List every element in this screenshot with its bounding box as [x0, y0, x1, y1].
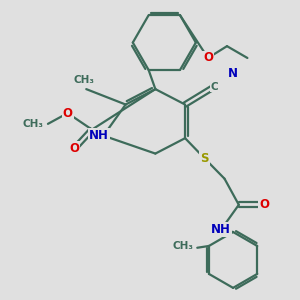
Text: S: S — [200, 152, 209, 165]
Text: CH₃: CH₃ — [22, 119, 44, 129]
Text: O: O — [259, 198, 269, 211]
Text: C: C — [211, 82, 218, 92]
Text: O: O — [203, 52, 213, 64]
Text: O: O — [69, 142, 79, 155]
Text: NH: NH — [89, 129, 109, 142]
Text: O: O — [63, 106, 73, 120]
Text: CH₃: CH₃ — [173, 241, 194, 251]
Text: CH₃: CH₃ — [74, 75, 95, 85]
Text: NH: NH — [211, 224, 231, 236]
Text: N: N — [228, 67, 238, 80]
